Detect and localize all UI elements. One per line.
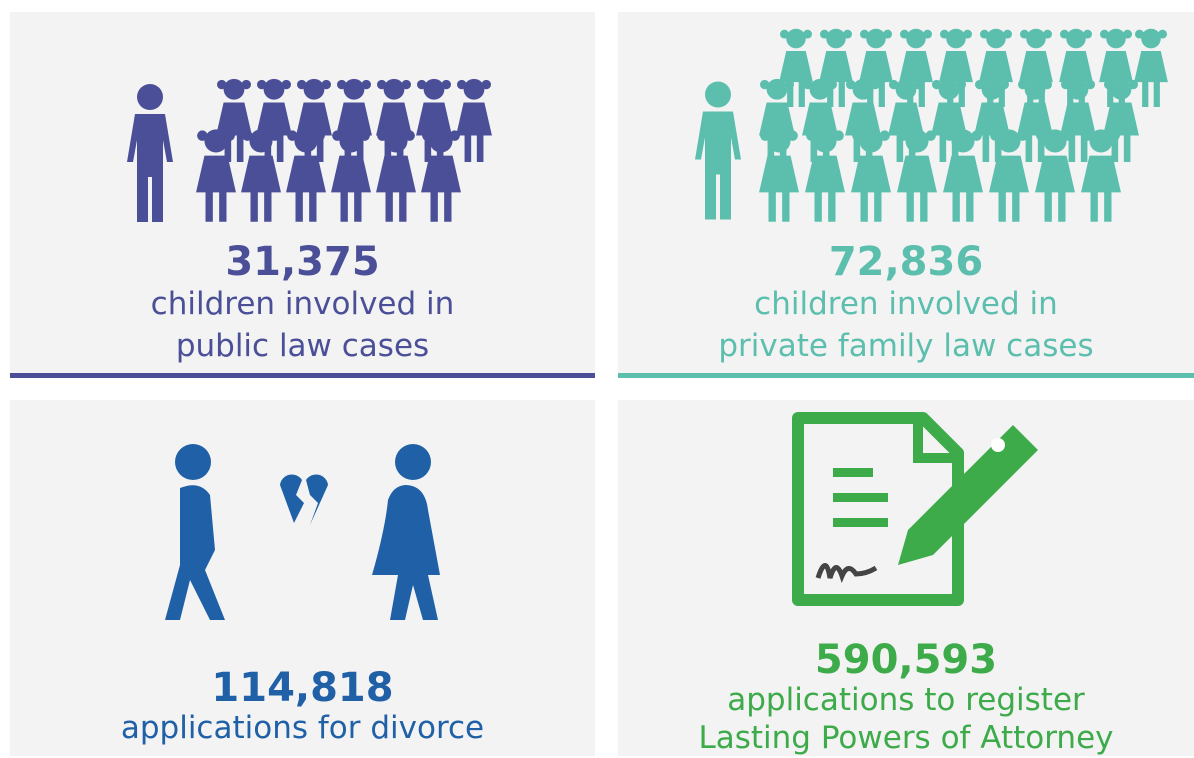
document-icon — [792, 412, 1038, 606]
stat-number: 590,593 — [814, 637, 998, 683]
panel-private-law: 72,836 children involved in private fami… — [618, 12, 1194, 378]
stat-number: 72,836 — [828, 239, 984, 285]
stat-number: 114,818 — [211, 665, 394, 711]
panel-lpa: 590,593 applications to register Lasting… — [618, 400, 1194, 756]
divorce-icon — [165, 444, 440, 620]
stat-text: Lasting Powers of Attorney — [698, 720, 1114, 756]
stat-text: applications for divorce — [120, 710, 485, 746]
stat-number: 31,375 — [225, 239, 380, 285]
panel-divorce: 114,818 applications for divorce — [10, 400, 595, 756]
family-icon — [127, 78, 492, 222]
panel-public-law: 31,375 children involved in public law c… — [10, 12, 595, 378]
stat-text: children involved in — [150, 286, 455, 322]
stat-text: applications to register — [727, 682, 1085, 718]
stat-text: children involved in — [754, 286, 1058, 322]
family-icon — [695, 28, 1168, 222]
stat-text: public law cases — [175, 328, 430, 364]
stat-text: private family law cases — [718, 328, 1094, 364]
